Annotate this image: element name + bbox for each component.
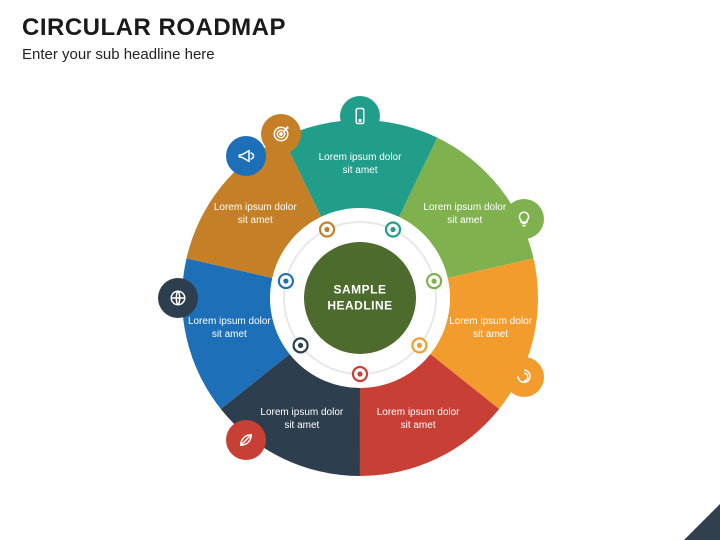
segment-text-6: Lorem ipsum dolor sit amet (210, 201, 300, 227)
ring-dot-core (417, 343, 422, 348)
page-subtitle: Enter your sub headline here (22, 46, 215, 63)
ring-dot-core (324, 227, 329, 232)
horn-icon (226, 136, 266, 176)
segment-text-4: Lorem ipsum dolor sit amet (257, 406, 347, 432)
target-icon (261, 114, 301, 154)
bulb-icon (504, 199, 544, 239)
segment-text-0: Lorem ipsum dolor sit amet (315, 151, 405, 177)
segment-text-3: Lorem ipsum dolor sit amet (373, 406, 463, 432)
page-title: CIRCULAR ROADMAP (22, 14, 286, 42)
center-label: SAMPLE HEADLINE (315, 282, 405, 313)
corner-accent (684, 504, 720, 540)
globe-icon (158, 278, 198, 318)
center-line1: SAMPLE (333, 282, 386, 296)
phone-icon (340, 96, 380, 136)
segment-text-1: Lorem ipsum dolor sit amet (420, 201, 510, 227)
ring-dot-core (357, 371, 362, 376)
ring-dot-core (298, 343, 303, 348)
leaf-icon (226, 420, 266, 460)
ring-dot-core (283, 278, 288, 283)
swirl-icon (504, 357, 544, 397)
center-line2: HEADLINE (327, 298, 392, 312)
ring-dot-core (390, 227, 395, 232)
segment-text-5: Lorem ipsum dolor sit amet (184, 315, 274, 341)
segment-text-2: Lorem ipsum dolor sit amet (446, 315, 536, 341)
ring-dot-core (431, 279, 436, 284)
circular-roadmap-chart: SAMPLE HEADLINE Lorem ipsum dolor sit am… (175, 113, 545, 483)
